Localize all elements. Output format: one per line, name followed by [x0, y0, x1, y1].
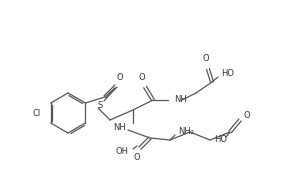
Text: O: O	[134, 153, 140, 162]
Text: O: O	[117, 73, 123, 82]
Text: HO: HO	[214, 135, 227, 144]
Text: Cl: Cl	[32, 108, 41, 117]
Text: S: S	[97, 100, 103, 109]
Text: O: O	[139, 73, 145, 82]
Text: O: O	[244, 112, 251, 121]
Text: O: O	[203, 54, 209, 63]
Text: HO: HO	[221, 70, 234, 79]
Text: NH₂: NH₂	[178, 128, 194, 137]
Text: OH: OH	[115, 147, 128, 156]
Text: NH: NH	[174, 96, 187, 105]
Text: NH: NH	[113, 123, 126, 132]
